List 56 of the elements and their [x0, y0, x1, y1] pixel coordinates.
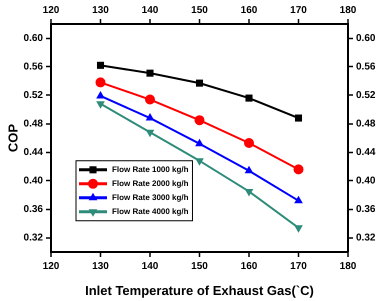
- y-tick-label: 0.40: [24, 176, 44, 186]
- y-tick-label: 0.56: [24, 62, 44, 72]
- legend-label: Flow Rate 4000 kg/h: [112, 207, 189, 216]
- point: [96, 101, 105, 109]
- point: [146, 113, 154, 121]
- legend-label: Flow Rate 2000 kg/h: [112, 179, 189, 188]
- point: [194, 115, 204, 126]
- y-tick-label: 0.44: [24, 147, 44, 158]
- x-tick-label: 140: [142, 4, 159, 16]
- x2-tick-label: 180: [340, 260, 357, 272]
- x-tick-label: 130: [92, 4, 110, 16]
- y2-tick-label: 0.56: [356, 62, 376, 72]
- point: [294, 114, 302, 122]
- point: [195, 138, 204, 146]
- legend-label: Flow Rate 1000 kg/h: [112, 165, 189, 174]
- point: [244, 138, 254, 148]
- point: [294, 225, 303, 233]
- point: [145, 94, 155, 105]
- y2-tick-label: 0.48: [356, 118, 376, 130]
- x-tick-label: 180: [340, 4, 357, 16]
- x2-tick-label: 160: [240, 260, 258, 272]
- y2-tick-label: 0.40: [356, 176, 376, 186]
- y-tick-label: 0.60: [24, 33, 44, 44]
- y-tick-label: 0.36: [24, 204, 44, 215]
- point: [244, 166, 254, 174]
- x-tick-label: 150: [191, 4, 208, 16]
- x2-tick-label: 120: [42, 260, 60, 272]
- y2-tick-label: 0.32: [356, 232, 376, 244]
- x2-tick-label: 140: [142, 260, 159, 272]
- y-axis-title: COP: [5, 124, 20, 152]
- point: [146, 130, 154, 138]
- x-tick-label: 160: [240, 4, 258, 16]
- point: [245, 94, 253, 102]
- x-tick-label: 170: [290, 4, 308, 16]
- point: [96, 62, 104, 69]
- y2-tick-label: 0.52: [356, 90, 376, 101]
- point: [196, 80, 204, 87]
- point: [96, 90, 105, 98]
- point: [294, 196, 303, 204]
- y2-tick-label: 0.44: [356, 147, 376, 158]
- y-tick-label: 0.32: [24, 232, 44, 244]
- x-tick-label: 120: [42, 4, 60, 16]
- point: [244, 188, 254, 196]
- point: [146, 70, 154, 77]
- y-tick-label: 0.52: [24, 90, 44, 101]
- point: [195, 158, 204, 166]
- x2-tick-label: 170: [290, 260, 308, 272]
- y-tick-label: 0.48: [24, 118, 44, 130]
- x2-tick-label: 130: [92, 260, 110, 272]
- x2-tick-label: 150: [191, 260, 208, 272]
- point: [294, 164, 304, 174]
- x-axis-title: Inlet Temperature of Exhaust Gas(`C): [85, 282, 314, 298]
- point: [96, 77, 106, 88]
- y2-tick-label: 0.36: [356, 204, 376, 215]
- y2-tick-label: 0.60: [356, 33, 376, 44]
- legend-label: Flow Rate 3000 kg/h: [112, 193, 189, 202]
